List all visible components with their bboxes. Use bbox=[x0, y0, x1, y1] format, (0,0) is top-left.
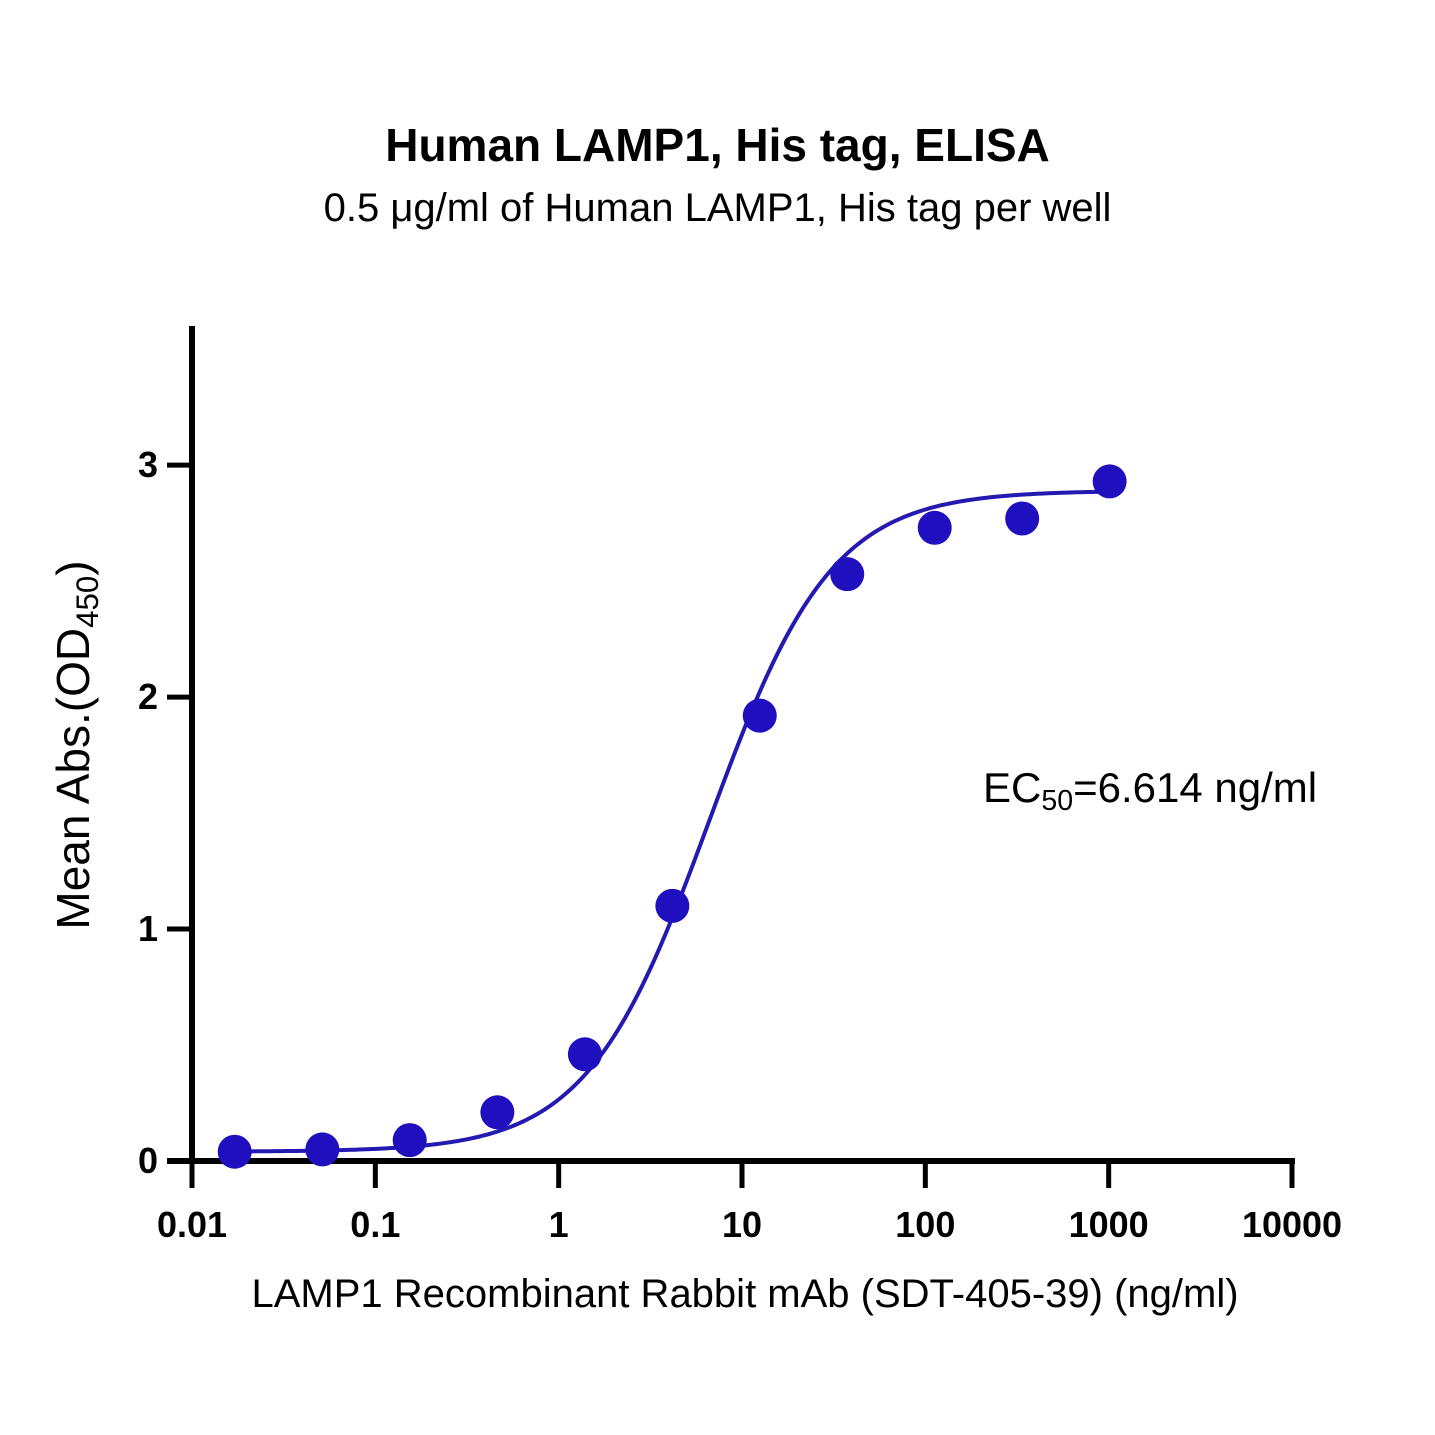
fit-curve bbox=[234, 489, 1110, 1154]
chart-subtitle: 0.5 μg/ml of Human LAMP1, His tag per we… bbox=[323, 186, 1112, 230]
ec50-subscript: 50 bbox=[1041, 784, 1074, 817]
data-point bbox=[480, 1095, 515, 1130]
ec50-value: =6.614 ng/ml bbox=[1073, 764, 1318, 811]
x-tick-label: 0.01 bbox=[157, 1204, 227, 1245]
y-tick-label: 2 bbox=[138, 676, 158, 717]
data-point bbox=[655, 888, 690, 923]
y-tick-label: 0 bbox=[138, 1140, 158, 1181]
chart-title: Human LAMP1, His tag, ELISA bbox=[385, 119, 1050, 171]
x-tick-label: 100 bbox=[895, 1204, 955, 1245]
x-tick-label: 1 bbox=[549, 1204, 569, 1245]
data-point bbox=[392, 1123, 427, 1158]
data-point bbox=[742, 698, 777, 733]
data-point bbox=[917, 510, 952, 545]
y-tick-label: 3 bbox=[138, 444, 158, 485]
x-tick-label: 0.1 bbox=[350, 1204, 400, 1245]
y-axis-label-main: Mean Abs.(OD bbox=[47, 627, 100, 930]
data-point bbox=[217, 1134, 252, 1169]
x-axis-label: LAMP1 Recombinant Rabbit mAb (SDT-405-39… bbox=[251, 1272, 1239, 1316]
x-tick-label: 1000 bbox=[1069, 1204, 1149, 1245]
fit-curve-layer bbox=[234, 489, 1110, 1154]
y-axis-label-subscript: 450 bbox=[69, 575, 105, 628]
data-point bbox=[567, 1037, 602, 1072]
x-tick-label: 10 bbox=[722, 1204, 762, 1245]
y-axis-label: Mean Abs.(OD450) bbox=[46, 560, 106, 929]
data-point bbox=[305, 1132, 340, 1167]
y-axis-label-close: ) bbox=[47, 560, 100, 576]
ec50-annotation: EC50=6.614 ng/ml bbox=[983, 764, 1317, 818]
x-tick-label: 10000 bbox=[1242, 1204, 1342, 1245]
data-points bbox=[217, 464, 1127, 1169]
data-point bbox=[830, 557, 865, 592]
y-tick-label: 1 bbox=[138, 908, 158, 949]
axes: 0 1 2 3 0.01 0.1 1 10 100 1000 10000 bbox=[138, 326, 1342, 1245]
data-point bbox=[1005, 501, 1040, 536]
ec50-prefix: EC bbox=[983, 764, 1042, 811]
data-point bbox=[1092, 464, 1127, 499]
